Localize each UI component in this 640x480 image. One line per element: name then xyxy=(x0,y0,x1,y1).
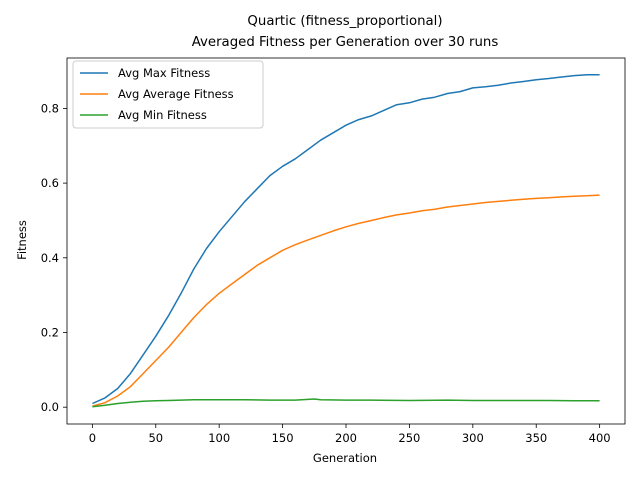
x-axis-label: Generation xyxy=(313,451,377,465)
chart-title-line-1: Quartic (fitness_proportional) xyxy=(247,14,442,29)
series-line-max xyxy=(92,74,600,405)
chart-title-line-2: Averaged Fitness per Generation over 30 … xyxy=(192,35,499,50)
legend-label-max: Avg Max Fitness xyxy=(118,66,210,80)
legend-label-average: Avg Average Fitness xyxy=(118,87,234,101)
x-tick-label: 300 xyxy=(462,431,484,445)
x-tick-label: 400 xyxy=(589,431,611,445)
y-tick-label: 0.2 xyxy=(41,326,59,340)
x-tick-label: 200 xyxy=(335,431,357,445)
x-tick-label: 150 xyxy=(272,431,294,445)
series-line-min xyxy=(92,398,600,408)
x-tick-label: 100 xyxy=(208,431,230,445)
x-axis-ticks: 0 50 100 150 200 250 300 350 400 xyxy=(89,424,611,445)
x-tick-label: 50 xyxy=(148,431,163,445)
series-line-average xyxy=(92,194,600,407)
y-tick-label: 0.6 xyxy=(41,176,59,190)
y-tick-label: 0.8 xyxy=(41,101,59,115)
plot-series-group xyxy=(92,74,600,408)
y-axis-ticks: 0.0 0.2 0.4 0.6 0.8 xyxy=(41,101,67,414)
x-tick-label: 350 xyxy=(525,431,547,445)
legend-frame xyxy=(72,60,264,129)
y-tick-label: 0.0 xyxy=(41,400,59,414)
legend-label-min: Avg Min Fitness xyxy=(118,108,207,122)
y-tick-label: 0.4 xyxy=(41,251,59,265)
x-tick-label: 250 xyxy=(398,431,420,445)
x-tick-label: 0 xyxy=(89,431,96,445)
legend: Avg Max Fitness Avg Average Fitness Avg … xyxy=(72,60,264,129)
plot-area-frame xyxy=(66,57,626,425)
y-axis-label: Fitness xyxy=(15,220,29,260)
